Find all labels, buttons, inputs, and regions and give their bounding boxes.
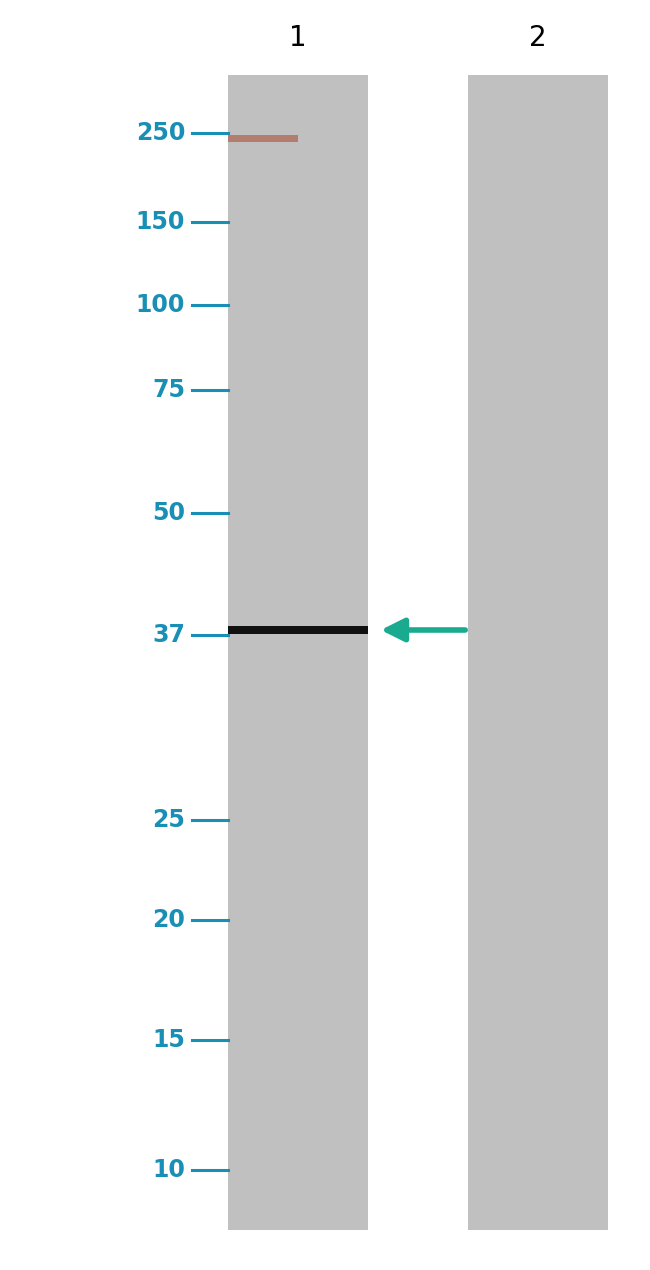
Text: 1: 1: [289, 24, 307, 52]
Text: 250: 250: [136, 121, 185, 145]
Text: 150: 150: [136, 210, 185, 234]
Text: 15: 15: [152, 1027, 185, 1052]
Text: 25: 25: [152, 808, 185, 832]
Text: 10: 10: [152, 1158, 185, 1182]
Bar: [228, 626, 368, 634]
Text: 75: 75: [152, 378, 185, 403]
Text: 100: 100: [136, 293, 185, 318]
Text: 20: 20: [152, 908, 185, 932]
Bar: [228, 75, 368, 1231]
Bar: [228, 135, 298, 141]
Bar: [468, 75, 608, 1231]
Text: 2: 2: [529, 24, 547, 52]
Text: 50: 50: [152, 500, 185, 525]
Text: 37: 37: [152, 624, 185, 646]
